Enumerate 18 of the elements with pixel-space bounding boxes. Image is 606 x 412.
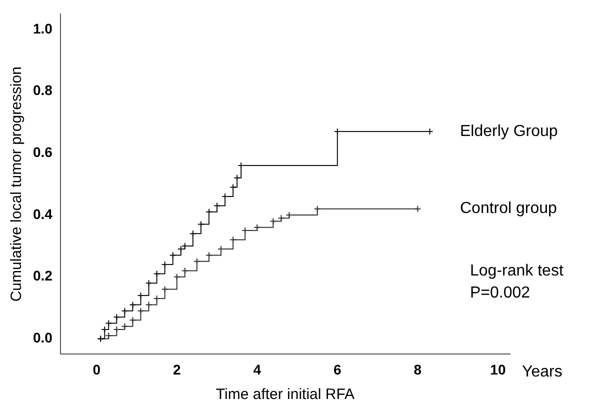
x-tick-label: 2 — [172, 361, 181, 378]
x-tick-label: 4 — [253, 361, 262, 378]
x-tick-label: 0 — [92, 361, 101, 378]
y-tick-label: 0.8 — [32, 82, 53, 98]
y-axis-title: Cumulative local tumor progression — [8, 66, 26, 302]
text: Control group — [460, 200, 558, 218]
series-label: Elderly Group — [460, 122, 558, 140]
y-tick-label: 0.4 — [32, 206, 53, 222]
y-tick-label: 0.2 — [32, 268, 53, 284]
y-tick-label: 0.6 — [32, 144, 53, 160]
x-tick-label: 6 — [334, 361, 342, 378]
text: Years — [522, 364, 562, 381]
y-tick-label: 1.0 — [32, 20, 53, 36]
x-tick-label: 8 — [414, 361, 422, 378]
x-tick-label: 10 — [490, 361, 506, 378]
y-tick-label: 0.0 — [32, 330, 53, 346]
annotation: Log-rank test P=0.002 — [470, 262, 564, 302]
x-axis-title: Time after initial RFA — [216, 386, 355, 404]
